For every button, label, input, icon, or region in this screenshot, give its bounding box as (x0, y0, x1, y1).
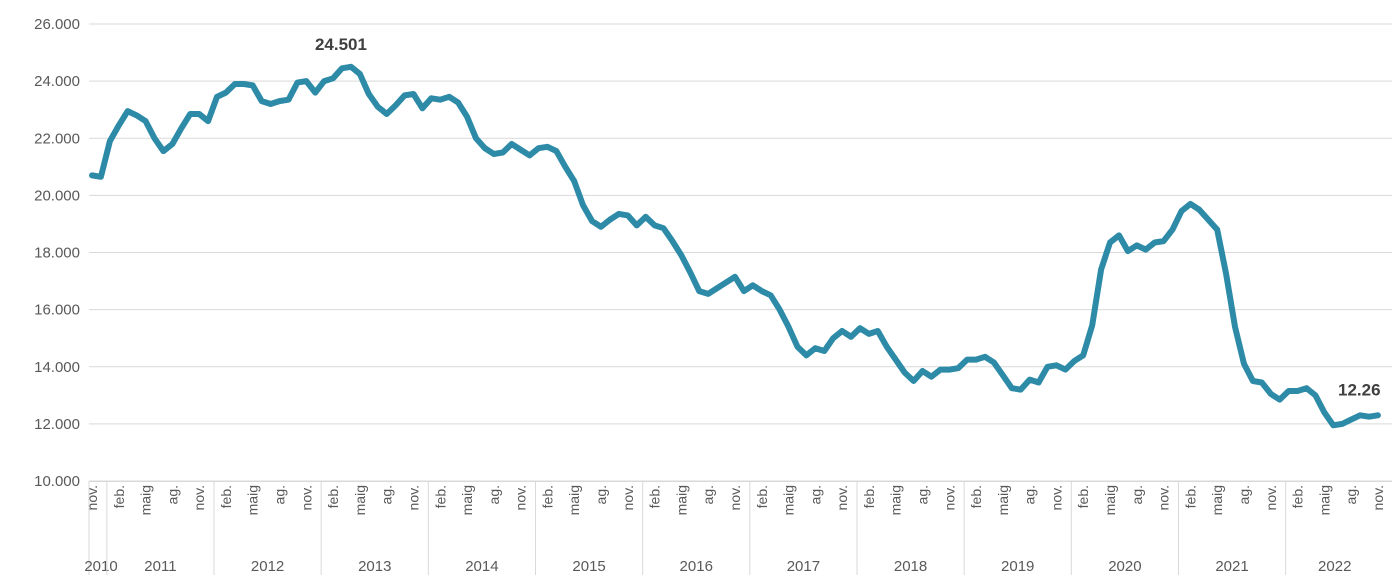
month-tick-label: nov. (84, 485, 100, 510)
month-tick-label: nov. (834, 485, 850, 510)
month-tick-label: feb. (968, 485, 984, 508)
gridlines (89, 23, 1392, 482)
month-tick-label: nov. (298, 485, 314, 510)
data-labels: 24.501 12.26 (315, 35, 1381, 400)
year-label: 2014 (465, 558, 498, 575)
year-label: 2022 (1318, 558, 1351, 575)
month-tick-label: feb. (111, 485, 127, 508)
month-tick-label: maig (459, 485, 475, 515)
series-line (89, 63, 1381, 429)
month-tick-label: nov. (1156, 485, 1172, 510)
y-axis-tick-labels: 10.000 12.000 14.000 16.000 18.000 20.000 22.0… (34, 16, 80, 490)
year-label: 2010 (84, 558, 117, 575)
month-tick-label: ag. (1343, 485, 1359, 504)
month-tick-label: ag. (164, 485, 180, 504)
month-tick-label: feb. (1182, 485, 1198, 508)
month-tick-label: feb. (861, 485, 877, 508)
month-tick-label: maig (995, 485, 1011, 515)
month-tick-label: nov. (191, 485, 207, 510)
month-tick-label: nov. (1263, 485, 1279, 510)
x-axis: nov. feb. maig ag. nov. feb. maig ag. nov. feb. ma… (84, 481, 1392, 575)
month-tick-label: feb. (432, 485, 448, 508)
data-label: 24.501 (315, 35, 367, 54)
y-tick-label: 18.000 (34, 245, 80, 262)
month-tick-label: ag. (700, 485, 716, 504)
year-label: 2015 (572, 558, 605, 575)
month-tick-label: ag. (486, 485, 502, 504)
month-tick-label: ag. (1236, 485, 1252, 504)
data-label: 12.26 (1338, 381, 1381, 400)
year-label: 2019 (1001, 558, 1034, 575)
month-tick-label: maig (781, 485, 797, 515)
month-tick-label: feb. (539, 485, 555, 508)
month-tick-label: feb. (325, 485, 341, 508)
month-tick-label: ag. (272, 485, 288, 504)
month-tick-label: nov. (513, 485, 529, 510)
year-label: 2011 (144, 558, 176, 575)
month-tick-label: feb. (647, 485, 663, 508)
y-tick-label: 22.000 (34, 130, 80, 147)
month-tick-label: maig (673, 485, 689, 515)
y-tick-label: 16.000 (34, 302, 80, 319)
month-tick-label: nov. (405, 485, 421, 510)
year-label: 2018 (894, 558, 927, 575)
month-tick-label: maig (888, 485, 904, 515)
month-tick-label: feb. (1075, 485, 1091, 508)
month-tick-label: feb. (754, 485, 770, 508)
month-tick-label: feb. (218, 485, 234, 508)
month-tick-label: ag. (593, 485, 609, 504)
year-label: 2017 (787, 558, 820, 575)
y-tick-label: 14.000 (34, 359, 80, 376)
month-tick-label: maig (1209, 485, 1225, 515)
month-tick-label: nov. (1370, 485, 1386, 510)
month-tick-label: ag. (914, 485, 930, 504)
year-label: 2012 (251, 558, 284, 575)
y-tick-label: 10.000 (34, 473, 80, 490)
y-tick-label: 24.000 (34, 73, 80, 90)
month-tick-label: maig (1102, 485, 1118, 515)
year-label: 2021 (1215, 558, 1248, 575)
month-tick-label: ag. (807, 485, 823, 504)
month-tick-label: maig (352, 485, 368, 515)
month-tick-label: maig (138, 485, 154, 515)
month-tick-label: ag. (379, 485, 395, 504)
month-tick-label: maig (1316, 485, 1332, 515)
month-tick-label: feb. (1290, 485, 1306, 508)
month-tick-label: nov. (620, 485, 636, 510)
month-tick-label: maig (245, 485, 261, 515)
month-tick-label: nov. (727, 485, 743, 510)
y-tick-label: 12.000 (34, 416, 80, 433)
y-tick-label: 26.000 (34, 16, 80, 33)
year-label: 2013 (358, 558, 391, 575)
month-tick-label: ag. (1129, 485, 1145, 504)
year-label: 2020 (1108, 558, 1141, 575)
month-tick-label: nov. (941, 485, 957, 510)
y-tick-label: 20.000 (34, 187, 80, 204)
month-tick-label: maig (566, 485, 582, 515)
series-group (89, 63, 1381, 429)
month-tick-label: nov. (1048, 485, 1064, 510)
month-tick-label: ag. (1022, 485, 1038, 504)
year-label: 2016 (680, 558, 713, 575)
